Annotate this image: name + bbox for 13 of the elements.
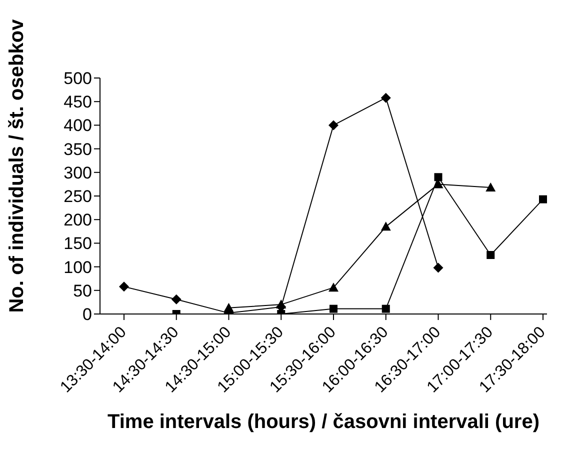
y-tick-label: 150 — [64, 234, 92, 254]
y-tick-label: 50 — [73, 281, 92, 300]
y-tick-label: 0 — [82, 305, 92, 324]
y-tick-label: 450 — [64, 92, 92, 112]
y-tick-label: 350 — [64, 140, 92, 159]
y-tick-label: 300 — [64, 163, 92, 182]
y-tick-label: 400 — [64, 116, 92, 136]
y-axis-title: No. of individuals / št. osebkov — [6, 18, 28, 313]
y-tick-label: 200 — [64, 210, 92, 230]
y-tick-label: 250 — [64, 187, 92, 206]
y-tick-label: 100 — [64, 258, 92, 277]
y-tick-label: 500 — [64, 69, 92, 88]
x-axis-title: Time intervals (hours) / časovni intervali (ure) — [108, 411, 540, 433]
